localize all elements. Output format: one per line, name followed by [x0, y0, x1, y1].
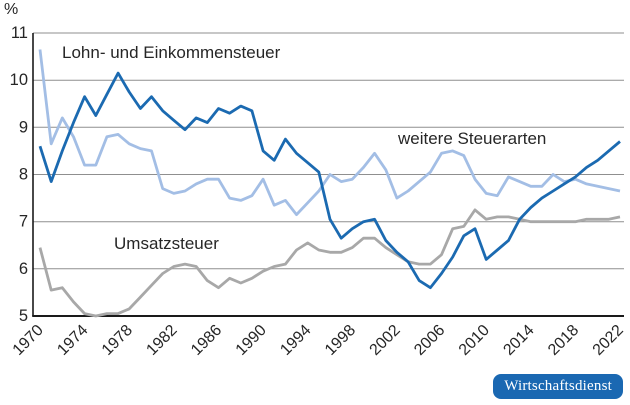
- series-line-umsatzsteuer: [38, 208, 621, 318]
- wirtschaftsdienst-badge: Wirtschaftsdienst: [493, 374, 623, 399]
- series-label-lohn-und-einkommensteuer: Lohn- und Einkommensteuer: [62, 43, 281, 62]
- x-tick-label: 1978: [99, 322, 136, 359]
- x-tick-label: 1986: [188, 322, 225, 359]
- series-line-weitere-steuerarten: [38, 49, 621, 217]
- x-tick-label: 1990: [233, 322, 270, 359]
- y-axis-unit-label: %: [4, 1, 19, 18]
- x-tick-label: 1974: [54, 322, 91, 359]
- y-tick-label: 9: [19, 118, 28, 136]
- x-tick-label: 1970: [10, 322, 47, 359]
- x-tick-label: 2022: [590, 322, 627, 359]
- series-line-lohn-und-einkommensteuer: [38, 71, 621, 290]
- x-tick-label: 2014: [500, 322, 537, 359]
- y-tick-label: 7: [19, 213, 28, 231]
- y-tick-label: 8: [19, 166, 28, 184]
- x-tick-label: 2018: [545, 322, 582, 359]
- y-tick-label: 6: [19, 260, 28, 278]
- series-label-weitere-steuerarten: weitere Steuerarten: [398, 129, 547, 148]
- x-tick-label: 2010: [456, 322, 493, 359]
- y-tick-label: 5: [19, 307, 28, 325]
- x-tick-label: 2002: [367, 322, 404, 359]
- series-label-umsatzsteuer: Umsatzsteuer: [114, 234, 219, 253]
- x-tick-label: 1998: [322, 322, 359, 359]
- x-tick-label: 2006: [411, 322, 448, 359]
- y-tick-label: 10: [10, 71, 28, 89]
- x-tick-label: 1982: [143, 322, 180, 359]
- x-tick-label: 1994: [277, 322, 314, 359]
- y-tick-label: 11: [11, 24, 28, 42]
